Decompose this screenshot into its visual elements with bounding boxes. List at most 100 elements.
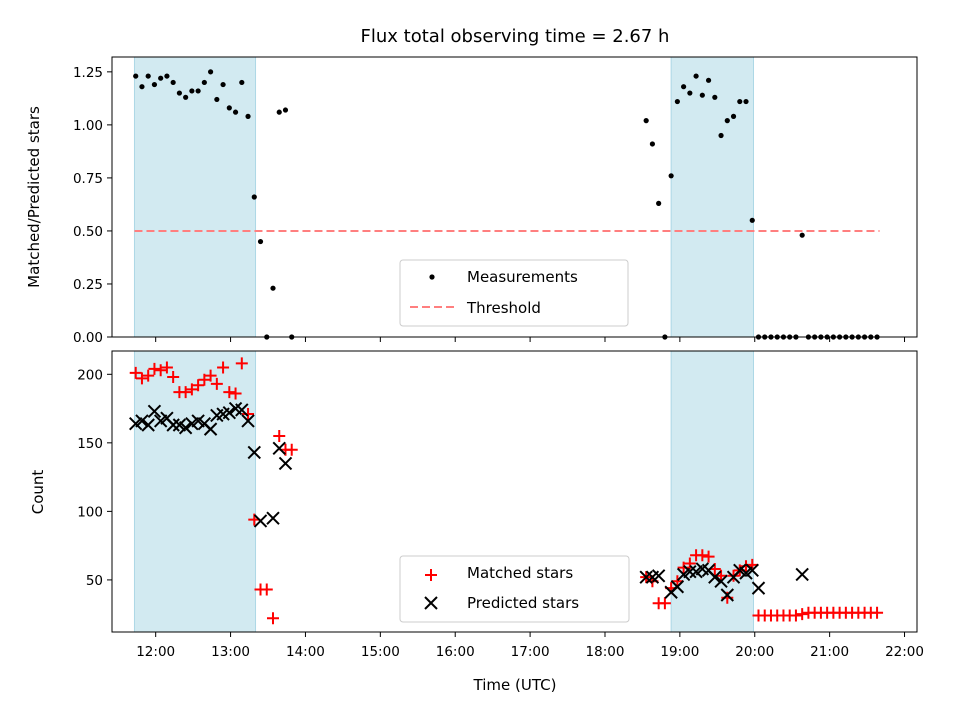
measurement-point: [139, 84, 145, 90]
top-x-ticks: [155, 337, 906, 342]
matched-star-point: [683, 557, 696, 570]
predicted-star-point: [272, 441, 286, 456]
measurement-point: [151, 81, 158, 88]
chart-title: Flux total observing time = 2.67 h: [361, 26, 670, 47]
matched-star-point: [129, 366, 142, 379]
measurement-point: [239, 79, 245, 86]
measurement-point: [276, 109, 282, 115]
measurement-point: [687, 90, 693, 96]
legend-measurements-marker: [429, 274, 435, 280]
count-panel: 50 100 150 200 12:00 13:00 14:00 15:00 16:00 17:…: [29, 350, 924, 694]
measurement-point: [164, 73, 170, 79]
matched-star-point: [696, 549, 709, 562]
matched-star-point: [658, 597, 671, 610]
measurement-point: [699, 92, 705, 98]
measurement-point: [712, 94, 718, 100]
matched-stars-points: [129, 357, 884, 625]
shaded-interval: [133, 56, 257, 338]
matched-star-point: [242, 408, 255, 421]
legend-threshold-label: Threshold: [466, 299, 541, 317]
top-ytick-label: 0.50: [73, 224, 103, 240]
measurement-point: [183, 94, 189, 100]
predicted-star-point: [135, 414, 149, 428]
matched-star-point: [135, 372, 148, 385]
predicted-star-point: [253, 514, 268, 528]
matched-star-point: [789, 609, 802, 622]
ratio-panel: 0.00 0.25 0.50 0.75 1.00 1.25 Matched/Predict…: [25, 56, 918, 346]
measurement-point: [649, 141, 656, 147]
matched-star-point: [677, 561, 690, 574]
bottom-xtick-label: 14:00: [286, 644, 325, 660]
predicted-star-point: [235, 403, 249, 417]
predicted-star-point: [708, 570, 722, 584]
measurement-point: [251, 194, 257, 200]
measurement-point: [207, 69, 214, 75]
predicted-star-point: [178, 421, 193, 435]
predicted-star-point: [241, 414, 255, 428]
predicted-star-point: [651, 569, 666, 583]
matched-star-point: [154, 364, 167, 377]
matched-star-point: [285, 443, 298, 456]
bottom-ytick-label: 200: [77, 367, 103, 383]
measurement-point: [145, 73, 151, 79]
matched-star-point: [671, 575, 684, 588]
bottom-ytick-label: 50: [86, 573, 103, 589]
predicted-star-point: [670, 580, 685, 594]
bottom-xtick-label: 15:00: [361, 644, 400, 660]
bottom-xtick-label: 12:00: [136, 644, 175, 660]
matched-star-point: [746, 558, 759, 571]
measurement-point: [220, 81, 226, 88]
top-axes-frame: [111, 56, 918, 338]
measurement-point: [270, 285, 276, 291]
predicted-star-point: [745, 563, 759, 578]
measurement-point: [718, 132, 724, 139]
measurement-point: [133, 73, 139, 79]
predicted-stars-points: [129, 401, 809, 602]
top-legend-box: [399, 259, 629, 327]
measurement-point: [656, 200, 662, 206]
matched-star-point: [148, 362, 161, 375]
top-y-axis-label: Matched/Predicted stars: [25, 106, 43, 288]
bottom-xtick-label: 13:00: [211, 644, 250, 660]
matched-star-point: [142, 369, 155, 382]
matched-star-point: [167, 371, 180, 384]
matched-star-point: [740, 560, 753, 573]
measurement-point: [749, 217, 755, 223]
bottom-legend: Matched stars Predicted stars: [399, 555, 630, 623]
measurement-point: [170, 79, 176, 86]
legend-matched-label: Matched stars: [467, 564, 573, 582]
predicted-star-point: [720, 588, 735, 602]
bottom-xtick-label: 22:00: [885, 644, 924, 660]
bottom-xtick-label: 20:00: [735, 644, 774, 660]
bottom-ytick-label: 100: [77, 504, 103, 520]
measurement-point: [176, 90, 182, 96]
measurement-point: [201, 79, 207, 86]
predicted-star-point: [683, 564, 697, 579]
top-ytick-label: 1.00: [73, 118, 103, 134]
measurement-point: [195, 88, 201, 94]
measurement-point: [724, 118, 730, 124]
matched-star-point: [210, 377, 223, 390]
measurement-point: [743, 98, 749, 105]
bottom-xtick-label: 17:00: [511, 644, 550, 660]
top-y-ticks: 0.00 0.25 0.50 0.75 1.00 1.25: [73, 65, 112, 346]
predicted-star-point: [714, 574, 728, 588]
measurement-point: [282, 107, 289, 113]
predicted-star-point: [203, 422, 218, 436]
measurement-point: [668, 173, 674, 179]
top-ytick-label: 1.25: [73, 65, 103, 81]
legend-matched-marker: [425, 569, 437, 581]
measurement-point: [681, 84, 687, 90]
bottom-xtick-label: 18:00: [586, 644, 625, 660]
measurement-point: [705, 77, 712, 83]
measurement-point: [226, 105, 232, 111]
predicted-star-point: [795, 567, 809, 582]
measurement-point: [158, 75, 164, 81]
measurement-point: [737, 98, 743, 105]
bottom-x-ticks: 12:00 13:00 14:00 15:00 16:00 17:00 18:00 19:00…: [136, 632, 924, 660]
legend-predicted-label: Predicted stars: [467, 594, 579, 612]
x-axis-label: Time (UTC): [473, 676, 557, 694]
predicted-star-point: [639, 570, 653, 584]
top-ytick-label: 0.00: [73, 330, 103, 346]
measurement-point: [232, 109, 239, 115]
